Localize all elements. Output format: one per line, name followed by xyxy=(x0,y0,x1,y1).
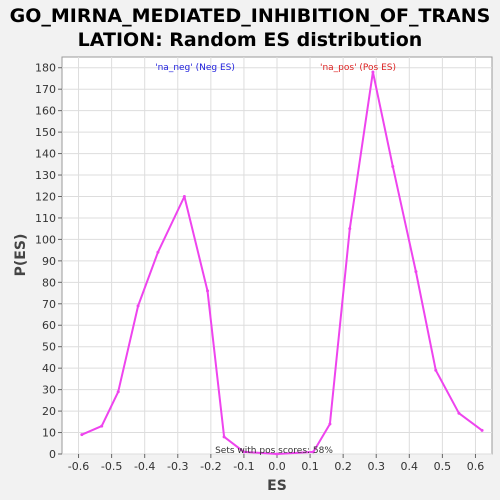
x-tick-label: -0.5 xyxy=(101,460,122,473)
y-tick-label: 40 xyxy=(42,362,56,375)
data-point xyxy=(480,428,484,432)
y-tick-label: 90 xyxy=(42,255,56,268)
y-tick-label: 80 xyxy=(42,276,56,289)
data-point xyxy=(116,390,120,394)
chart-title-line-1: GO_MIRNA_MEDIATED_INHIBITION_OF_TRANS xyxy=(9,5,491,27)
legend-pos: 'na_pos' (Pos ES) xyxy=(320,63,396,73)
y-tick-label: 10 xyxy=(42,427,56,440)
y-tick-label: 180 xyxy=(35,62,56,75)
x-tick-label: 0.4 xyxy=(401,460,419,473)
data-point xyxy=(328,422,332,426)
y-tick-label: 0 xyxy=(49,448,56,461)
data-point xyxy=(100,424,104,428)
data-point xyxy=(348,227,352,231)
y-tick-label: 150 xyxy=(35,126,56,139)
y-tick-label: 130 xyxy=(35,169,56,182)
data-point xyxy=(136,304,140,308)
data-point xyxy=(206,289,210,293)
x-tick-label: -0.1 xyxy=(233,460,254,473)
data-point xyxy=(457,411,461,415)
y-tick-label: 100 xyxy=(35,233,56,246)
y-tick-label: 20 xyxy=(42,405,56,418)
data-point xyxy=(391,164,395,168)
y-tick-label: 30 xyxy=(42,384,56,397)
pos-scores-annotation: Sets with pos scores: 58% xyxy=(215,446,333,456)
data-point xyxy=(156,250,160,254)
x-tick-label: -0.6 xyxy=(68,460,89,473)
data-point xyxy=(311,450,315,454)
x-tick-label: 0.5 xyxy=(434,460,452,473)
x-tick-label: 0.1 xyxy=(301,460,319,473)
y-tick-label: 60 xyxy=(42,319,56,332)
data-point xyxy=(414,270,418,274)
x-tick-label: 0.2 xyxy=(334,460,352,473)
y-tick-label: 170 xyxy=(35,83,56,96)
y-tick-label: 110 xyxy=(35,212,56,225)
y-tick-label: 140 xyxy=(35,148,56,161)
chart-title-line-2: LATION: Random ES distribution xyxy=(77,29,423,51)
y-tick-label: 50 xyxy=(42,341,56,354)
data-point xyxy=(434,368,438,372)
x-tick-label: -0.4 xyxy=(134,460,155,473)
tick-layer: 0 10 20 30 40 50 60 70 80 90 100 110 120 130 140 150 160… xyxy=(35,62,484,473)
data-point xyxy=(242,450,246,454)
data-point xyxy=(80,433,84,437)
data-point xyxy=(182,194,186,198)
y-tick-label: 160 xyxy=(35,105,56,118)
data-point xyxy=(222,435,226,439)
x-tick-label: 0.6 xyxy=(467,460,485,473)
x-tick-label: -0.3 xyxy=(167,460,188,473)
chart-title: GO_MIRNA_MEDIATED_INHIBITION_OF_TRANS LA… xyxy=(0,4,500,52)
x-tick-label: 0.0 xyxy=(268,460,286,473)
y-tick-label: 120 xyxy=(35,190,56,203)
data-point xyxy=(371,70,375,74)
legend-neg: 'na_neg' (Neg ES) xyxy=(155,63,235,73)
x-axis-label: ES xyxy=(267,478,287,494)
x-tick-label: 0.3 xyxy=(367,460,385,473)
y-axis-label: P(ES) xyxy=(13,234,29,277)
data-point xyxy=(275,452,279,456)
y-tick-label: 70 xyxy=(42,298,56,311)
x-tick-label: -0.2 xyxy=(200,460,221,473)
series-layer xyxy=(80,70,484,456)
